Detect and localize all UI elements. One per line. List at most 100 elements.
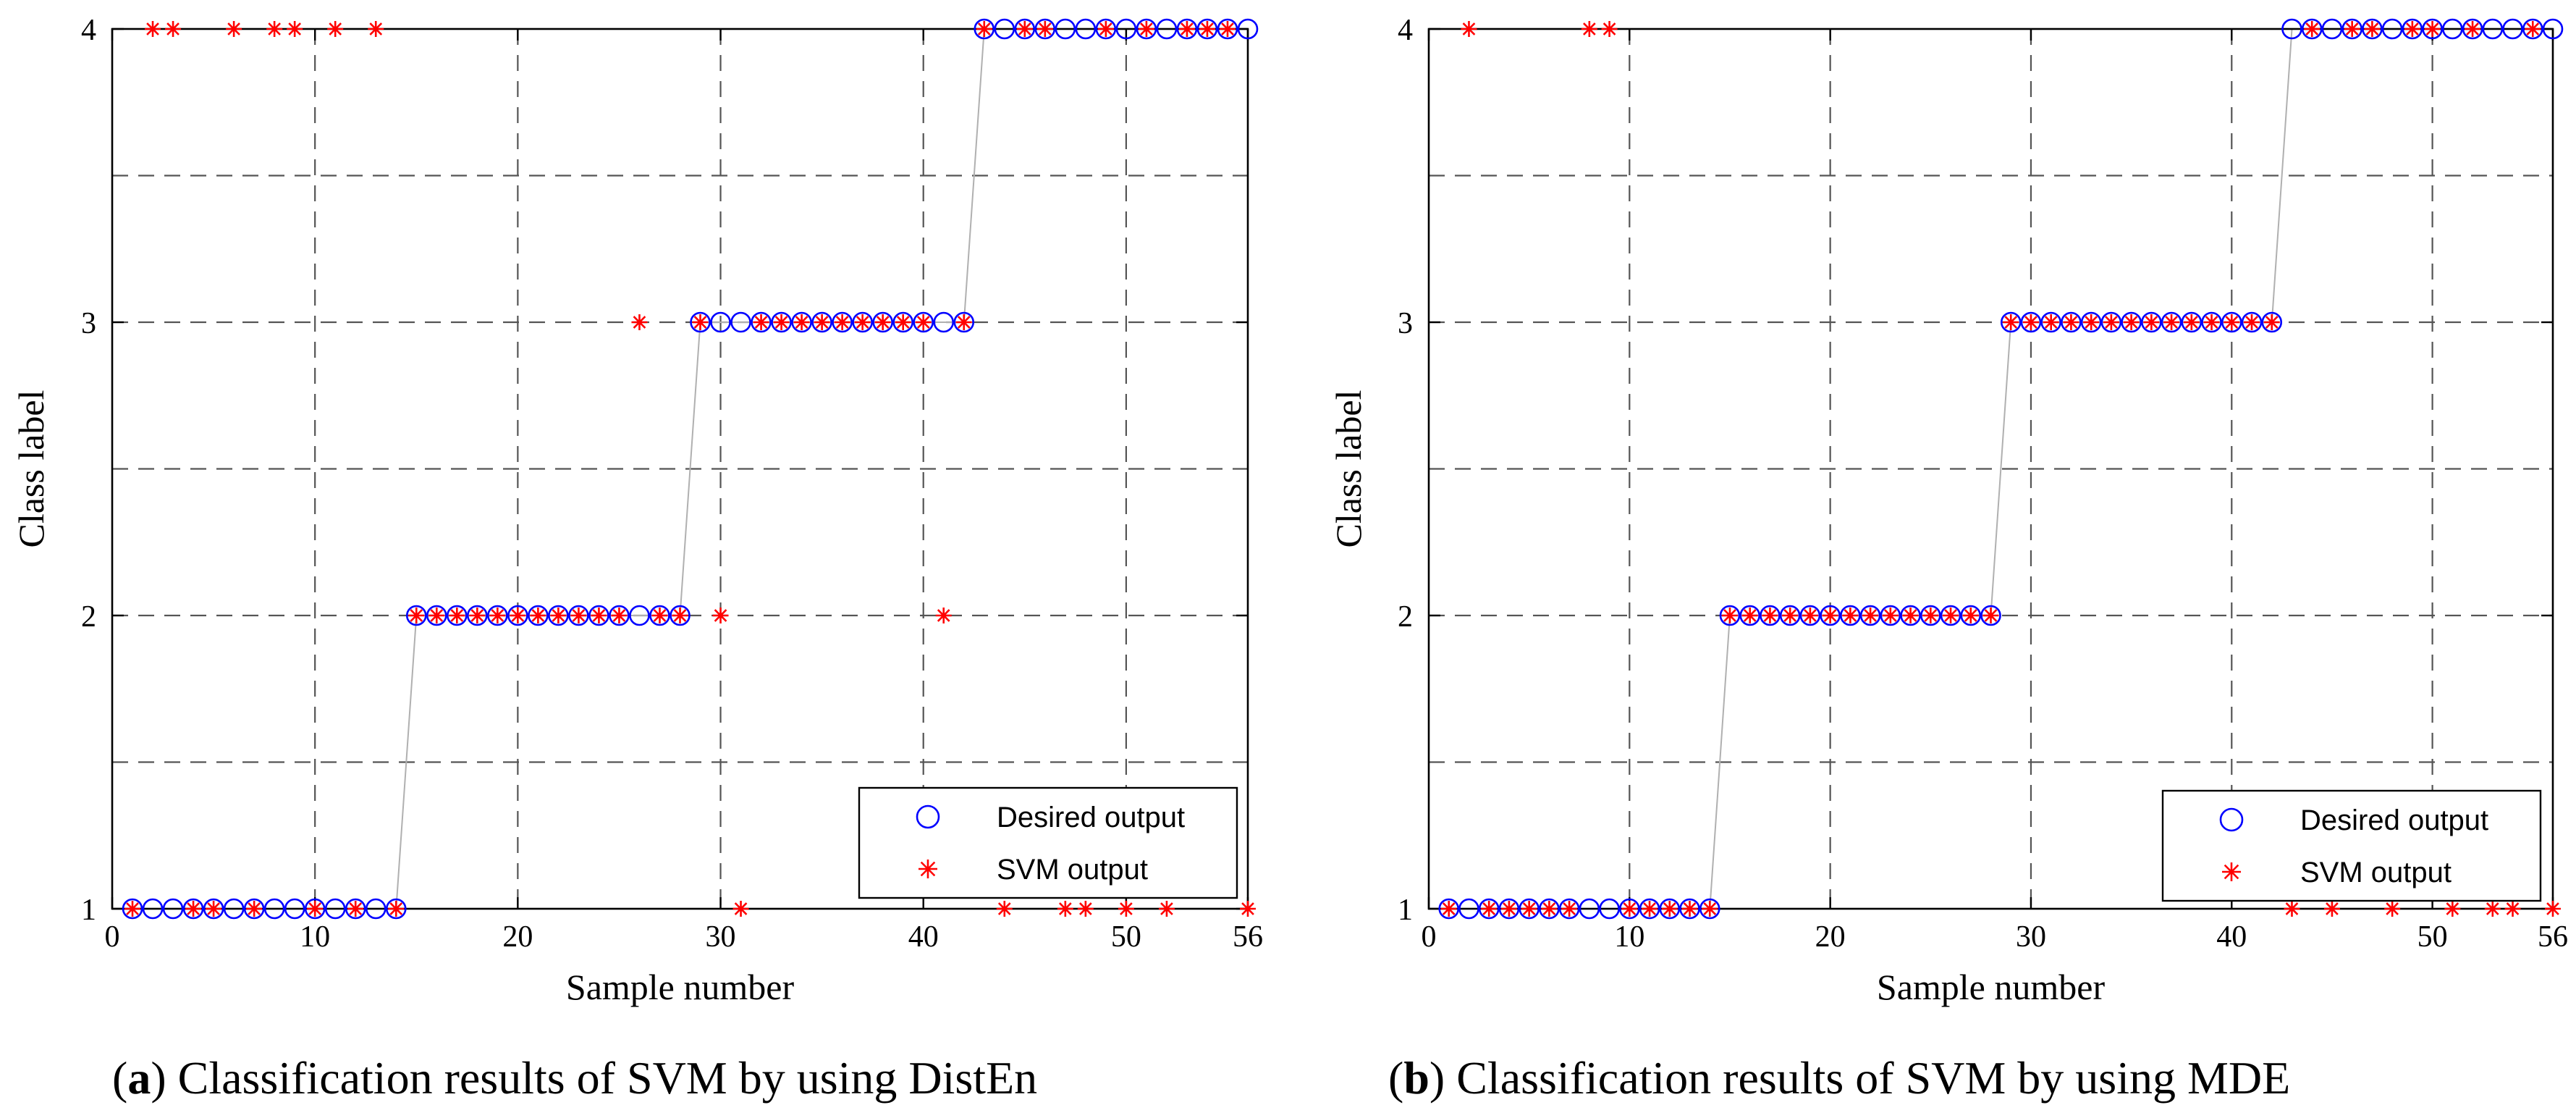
point-desired (2542, 18, 2564, 40)
point-svm (854, 314, 871, 330)
point-svm (1862, 608, 1879, 623)
point-desired (1799, 605, 1821, 626)
point-svm (2404, 21, 2420, 37)
point-desired (203, 898, 224, 920)
point-desired (2161, 311, 2182, 333)
point-svm (2043, 314, 2059, 330)
point-svm (2203, 314, 2220, 330)
point-svm (1762, 608, 1778, 623)
point-svm (2183, 314, 2200, 330)
point-svm (1178, 21, 1195, 37)
point-desired (1196, 18, 1218, 40)
point-desired (2100, 311, 2122, 333)
point-svm (2063, 314, 2079, 330)
point-desired (1760, 605, 1781, 626)
y-tick-label: 3 (1398, 307, 1413, 340)
point-desired (649, 605, 670, 626)
y-tick-label: 1 (81, 894, 96, 927)
x-tick-label: 40 (908, 920, 939, 954)
point-desired (2201, 311, 2222, 333)
point-svm (1440, 901, 1457, 917)
point-svm (1097, 21, 1114, 37)
y-tick-label: 1 (1398, 894, 1413, 927)
point-svm (2284, 901, 2300, 917)
point-svm (2224, 314, 2240, 330)
point-svm (1036, 21, 1053, 37)
point-desired (2522, 18, 2543, 40)
point-svm (591, 608, 607, 623)
point-svm (895, 314, 911, 330)
point-desired (1458, 898, 1479, 920)
point-svm (1057, 901, 1073, 917)
point-desired (670, 605, 691, 626)
point-svm (1962, 608, 1979, 623)
x-tick-label: 30 (706, 920, 736, 954)
point-svm (1541, 901, 1558, 917)
point-svm (2364, 21, 2381, 37)
point-desired (2422, 18, 2443, 40)
point-desired (1095, 18, 1117, 40)
point-svm (347, 901, 364, 917)
point-svm (226, 21, 242, 37)
point-desired (284, 898, 305, 920)
point-desired (2362, 18, 2383, 40)
point-svm (1118, 901, 1134, 917)
x-tick-label: 20 (502, 920, 533, 954)
point-svm (2465, 21, 2481, 37)
point-svm (692, 314, 709, 330)
point-svm (753, 314, 769, 330)
point-desired (1739, 605, 1761, 626)
y-tick-label: 4 (81, 14, 96, 47)
point-desired (1820, 605, 1841, 626)
point-desired (2040, 311, 2061, 333)
point-desired (304, 898, 326, 920)
point-svm (550, 608, 567, 623)
point-svm (327, 21, 344, 37)
point-svm (185, 901, 202, 917)
point-desired (1639, 898, 1660, 920)
point-desired (2261, 311, 2283, 333)
point-desired (2241, 311, 2263, 333)
point-svm (2525, 21, 2541, 37)
point-desired (345, 898, 366, 920)
point-desired (2402, 18, 2423, 40)
point-desired (2181, 311, 2203, 333)
point-desired (1900, 605, 1921, 626)
point-desired (892, 311, 913, 333)
point-svm (611, 608, 628, 623)
point-desired (609, 605, 630, 626)
legend-icon-desired (2219, 807, 2244, 832)
point-desired (1237, 18, 1259, 40)
point-desired (142, 898, 164, 920)
caption-text: ) Classification results of SVM by using… (151, 1052, 1037, 1104)
point-svm (388, 901, 405, 917)
point-svm (2022, 314, 2039, 330)
x-tick-label: 40 (2216, 920, 2247, 954)
point-svm (2484, 901, 2501, 917)
point-desired (629, 605, 650, 626)
x-axis-label: Sample number (1877, 967, 2106, 1007)
caption-open: ( (1388, 1052, 1403, 1104)
point-desired (1859, 605, 1881, 626)
x-tick-label: 30 (2016, 920, 2046, 954)
chart-panel-a: 0 10 20 30 40 50 56 1 2 3 4 Desired output SVM outpu… (11, 14, 1263, 1104)
point-desired (1679, 898, 1700, 920)
point-svm (1721, 608, 1738, 623)
point-desired (2121, 311, 2142, 333)
point-svm (307, 901, 324, 917)
point-desired (507, 605, 528, 626)
point-svm (2424, 21, 2441, 37)
panel-caption: (a) Classification results of SVM by usi… (112, 1052, 1037, 1104)
point-svm (672, 608, 688, 623)
point-desired (1176, 18, 1198, 40)
point-svm (570, 608, 587, 623)
point-svm (489, 608, 506, 623)
y-tick-label: 2 (1398, 600, 1413, 634)
point-desired (1840, 605, 1861, 626)
point-svm (1016, 21, 1033, 37)
point-svm (1199, 21, 1215, 37)
caption-text: ) Classification results of SVM by using… (1430, 1052, 2290, 1104)
point-desired (690, 311, 711, 333)
point-desired (122, 898, 143, 920)
legend-box (2161, 789, 2542, 902)
